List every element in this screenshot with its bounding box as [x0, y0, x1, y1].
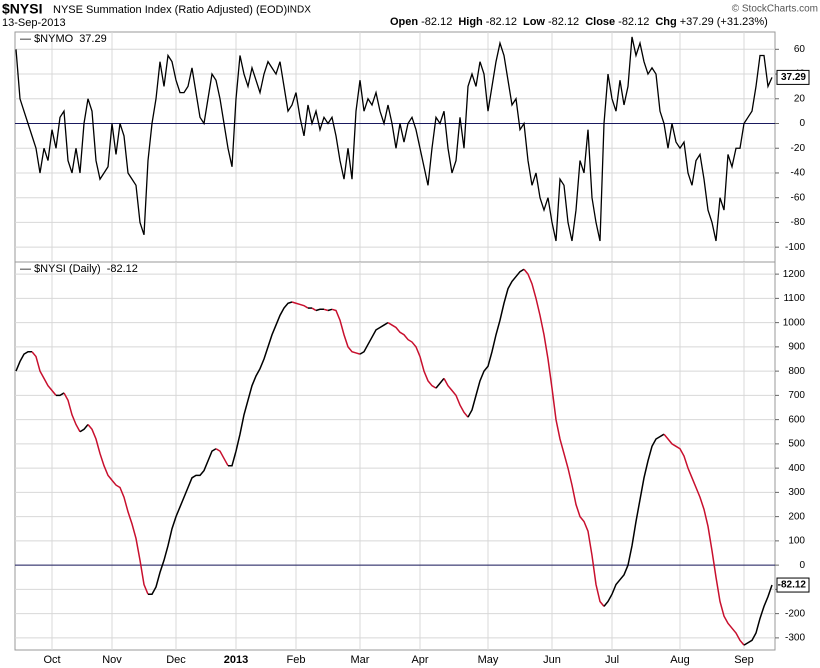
x-tick-label: Mar: [351, 654, 370, 666]
series-line: [523, 268, 605, 607]
x-tick-label: Aug: [670, 654, 690, 666]
last-value-box: [776, 577, 810, 593]
quote-value: -82.12: [618, 16, 649, 28]
x-tick-label: Jul: [605, 654, 619, 666]
y-tick-label: -60: [791, 192, 806, 203]
index-name: NYSE Summation Index (Ratio Adjusted) (E…: [53, 4, 287, 16]
quote-label: High: [458, 16, 483, 28]
series-line: [331, 308, 361, 355]
legend-name: $NYMO: [34, 33, 74, 45]
x-tick-label: Sep: [734, 654, 754, 666]
x-tick-label: Apr: [411, 654, 428, 666]
series-line: [15, 36, 773, 242]
credit: © StockCharts.com: [732, 4, 818, 15]
y-tick-label: -100: [785, 242, 805, 253]
quote-value: +37.29 (+31.23%): [680, 16, 768, 28]
legend-value: -82.12: [107, 263, 138, 275]
series-line: [467, 268, 525, 418]
legend: — $NYSI (Daily) -82.12: [20, 263, 138, 275]
x-tick-label: 2013: [224, 654, 248, 666]
last-value: 37.29: [781, 72, 806, 83]
y-tick-label: 400: [788, 463, 805, 474]
y-tick-label: 1200: [783, 269, 806, 280]
y-tick-label: 0: [799, 118, 805, 129]
series-line: [603, 433, 665, 607]
series-line: [31, 351, 57, 396]
legend-name: $NYSI (Daily): [34, 263, 101, 275]
y-tick-label: 100: [788, 536, 805, 547]
x-tick-label: May: [478, 654, 499, 666]
series-line: [63, 392, 81, 433]
quote-label: Close: [585, 16, 615, 28]
symbol: $NYSI: [2, 1, 42, 17]
y-tick-label: -80: [791, 217, 806, 228]
series-line: [327, 308, 333, 312]
series-line: [443, 378, 469, 418]
series-line: [315, 308, 324, 312]
quote-label: Chg: [655, 16, 676, 28]
quote-label: Low: [523, 16, 545, 28]
panel-frame: [14, 261, 776, 651]
y-tick-label: -40: [791, 168, 806, 179]
y-tick-label: 60: [794, 44, 806, 55]
date: 13-Sep-2013: [2, 17, 66, 29]
x-tick-label: Nov: [102, 654, 122, 666]
y-tick-label: 900: [788, 342, 805, 353]
legend: — $NYMO 37.29: [20, 33, 107, 45]
quote-value: -82.12: [421, 16, 452, 28]
y-tick-label: 1000: [783, 317, 806, 328]
y-tick-label: -20: [791, 143, 806, 154]
y-tick-label: -300: [785, 633, 805, 644]
series-line: [291, 301, 309, 309]
series-line: [56, 392, 65, 397]
y-tick-label: 500: [788, 439, 805, 450]
y-tick-label: 1100: [783, 293, 805, 304]
series-line: [228, 301, 293, 467]
series-line: [148, 448, 217, 595]
series-line: [435, 377, 445, 389]
series-line: [87, 423, 149, 595]
quote-value: -82.12: [486, 16, 517, 28]
last-value-box: [776, 69, 810, 85]
quote-value: -82.12: [548, 16, 579, 28]
series-line: [15, 350, 32, 372]
y-tick-label: 0: [799, 560, 805, 571]
series-line: [79, 423, 89, 433]
series-line: [311, 307, 317, 312]
last-value: -82.12: [778, 580, 807, 591]
x-tick-label: Feb: [287, 654, 306, 666]
quote: Open -82.12 High -82.12 Low -82.12 Close -82.12…: [390, 16, 768, 28]
y-tick-label: 800: [788, 366, 805, 377]
y-tick-label: 200: [788, 511, 805, 522]
x-tick-label: Oct: [43, 654, 60, 666]
exchange: INDX: [287, 5, 311, 16]
y-tick-label: 600: [788, 414, 805, 425]
y-tick-label: 700: [788, 390, 805, 401]
y-tick-label: 300: [788, 487, 805, 498]
series-line: [387, 321, 437, 389]
x-tick-label: Dec: [166, 654, 186, 666]
series-line: [743, 584, 773, 646]
series-line: [323, 308, 329, 312]
series-line: [359, 321, 389, 355]
series-line: [663, 433, 745, 646]
y-tick-label: 20: [794, 93, 806, 104]
series-line: [215, 448, 229, 467]
x-tick-label: Jun: [543, 654, 561, 666]
legend-value: 37.29: [79, 33, 107, 45]
y-tick-label: -200: [785, 608, 805, 619]
quote-label: Open: [390, 16, 418, 28]
